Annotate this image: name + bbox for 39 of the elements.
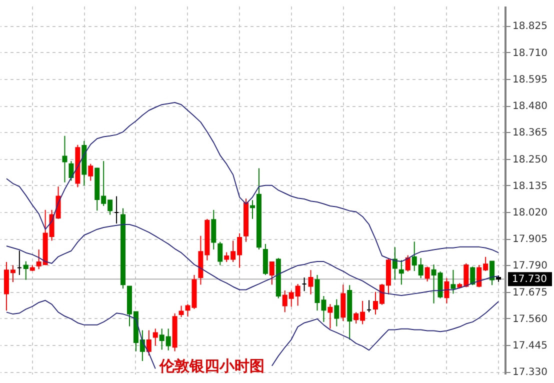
ref-line-label: 17.730	[512, 274, 547, 286]
candlestick	[328, 304, 333, 330]
candlestick	[88, 163, 94, 182]
y-tick-label: 18.250	[512, 154, 548, 166]
y-tick-label: 18.595	[512, 74, 548, 86]
candlestick	[23, 260, 28, 280]
y-tick-label: 18.710	[512, 48, 548, 59]
y-tick-label: 17.330	[512, 367, 548, 378]
candlestick	[470, 266, 476, 286]
candlestick	[334, 298, 340, 327]
candlestick	[340, 284, 346, 322]
candlestick	[490, 260, 495, 286]
candlestick	[308, 270, 314, 295]
candlestick	[68, 160, 74, 182]
candlestick	[211, 209, 216, 250]
y-tick-label: 17.445	[512, 340, 548, 352]
candlestick	[424, 266, 430, 282]
candlestick	[62, 135, 68, 183]
y-tick-label: 18.135	[512, 180, 548, 192]
y-tick-label: 17.560	[512, 314, 548, 325]
y-tick-label: 17.790	[512, 260, 548, 272]
y-tick-label: 17.675	[512, 287, 548, 298]
candlestick	[269, 261, 274, 286]
candlestick	[392, 246, 398, 280]
y-tick-label: 18.825	[512, 21, 548, 32]
candlestick	[450, 269, 456, 294]
y-tick-label: 18.020	[512, 207, 548, 218]
text: 伦敦银四小时图	[158, 357, 265, 375]
y-tick-label: 18.480	[512, 101, 548, 112]
y-tick-label: 18.365	[512, 128, 548, 139]
candlestick	[152, 328, 158, 346]
candlestick	[444, 278, 450, 304]
candlestick	[262, 243, 268, 276]
candlestick	[218, 241, 223, 266]
candlestick	[405, 254, 410, 272]
candlestick	[146, 330, 152, 356]
candlestick	[178, 305, 184, 318]
y-tick-label: 17.905	[512, 234, 548, 246]
candlestick	[398, 260, 404, 286]
